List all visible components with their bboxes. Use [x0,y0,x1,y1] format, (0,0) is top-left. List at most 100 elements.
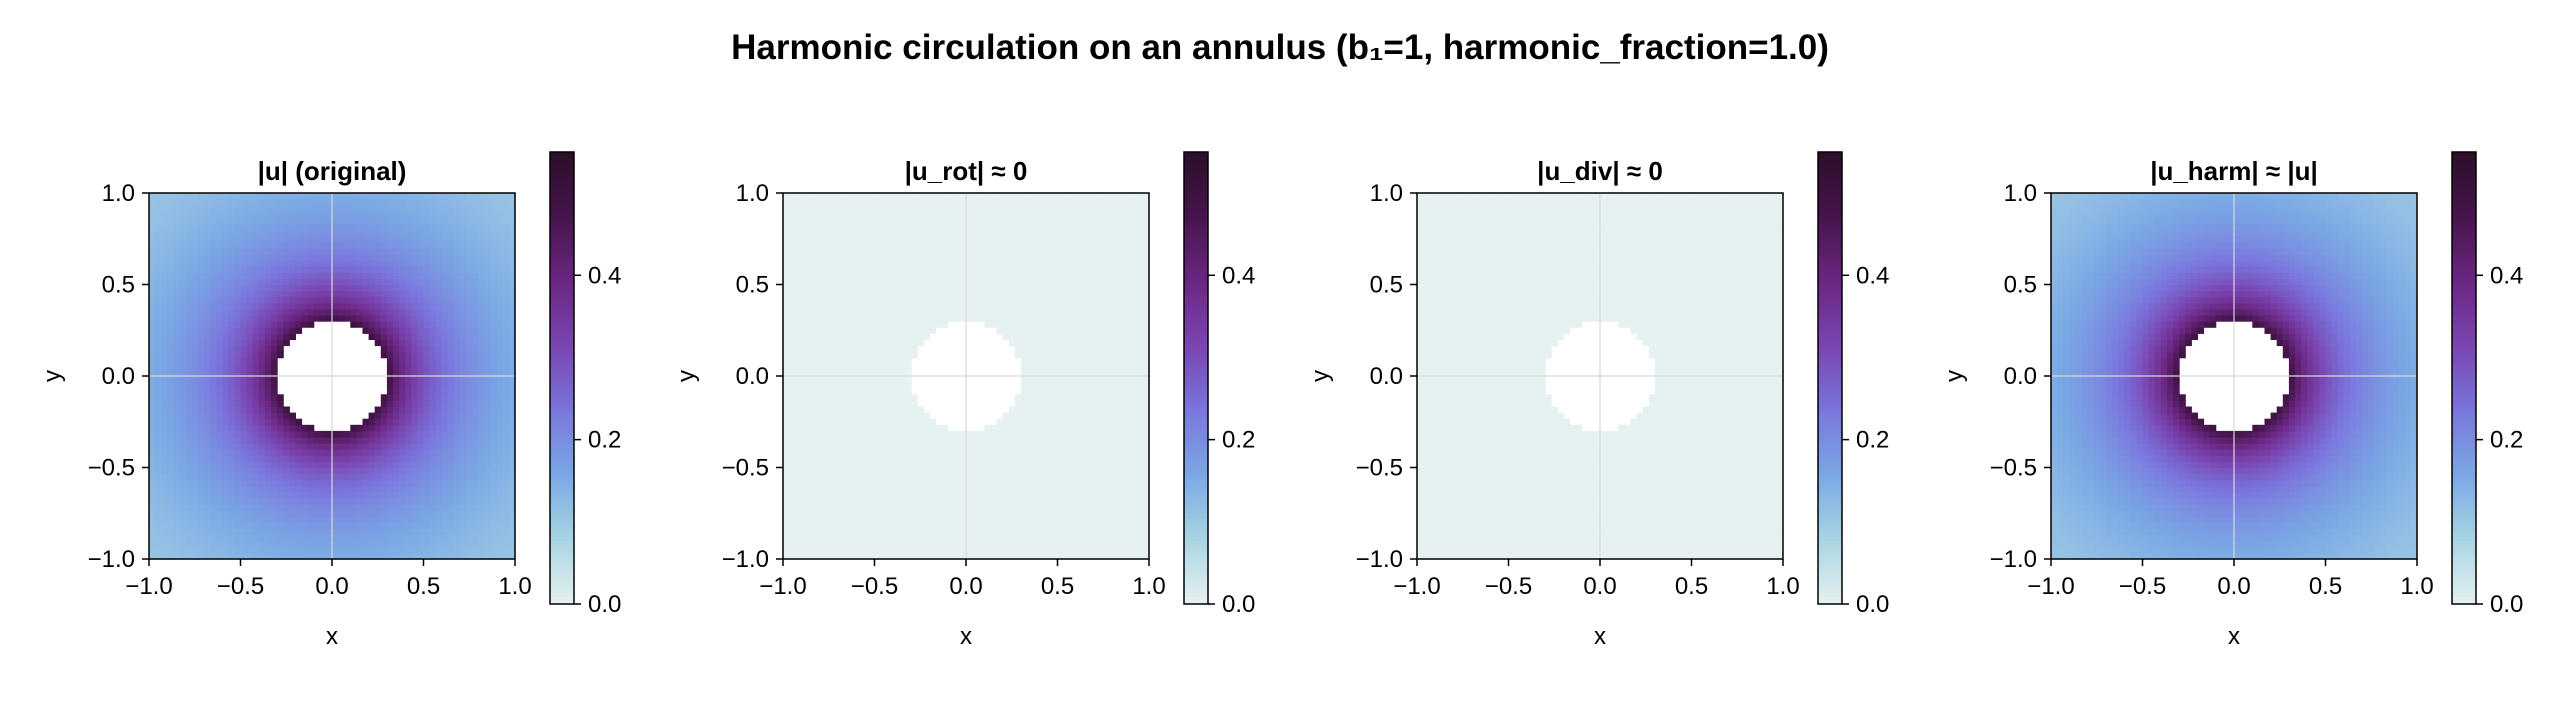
heatmap-cell [935,278,943,286]
heatmap-cell [502,437,510,444]
heatmap-cell [490,315,498,322]
heatmap-cell [338,284,345,292]
heatmap-cell [905,449,912,456]
heatmap-cell [179,516,187,523]
heatmap-cell [264,321,272,328]
heatmap-cell [386,437,394,444]
heatmap-cell [399,540,406,548]
heatmap-cell [837,516,845,523]
heatmap-cell [216,400,223,408]
heatmap-cell [874,333,882,340]
heatmap-cell [399,522,406,530]
heatmap-cell [307,455,315,462]
heatmap-cell [423,540,431,548]
heatmap-cell [295,327,303,334]
heatmap-cell [368,315,376,322]
heatmap-cell [203,430,211,438]
heatmap-cell [338,211,345,218]
heatmap-cell [179,241,187,249]
heatmap-cell [374,418,382,426]
heatmap-cell [216,205,223,212]
heatmap-cell [386,430,394,438]
heatmap-cell [819,363,827,371]
heatmap-cell [490,528,498,536]
heatmap-cell [807,504,815,511]
heatmap-cell [222,412,229,420]
heatmap-cell [819,485,827,493]
colorbar-segment [550,167,574,172]
heatmap-cell [222,443,229,450]
heatmap-cell [277,479,284,487]
heatmap-cell [929,327,937,334]
heatmap-cell [801,406,808,414]
heatmap-cell [210,254,217,261]
heatmap-cell [380,339,388,347]
heatmap-cell [923,546,930,554]
heatmap-cell [862,498,869,505]
heatmap-cell [502,315,510,322]
heatmap-cell [783,272,790,279]
heatmap-cell [484,321,492,328]
heatmap-cell [801,491,808,499]
heatmap-cell [313,430,321,438]
heatmap-cell [197,467,205,475]
heatmap-cell [307,473,315,481]
heatmap-cell [283,540,290,548]
heatmap-cell [898,522,906,530]
heatmap-cell [460,296,467,304]
heatmap-cell [325,223,333,231]
colorbar-segment [550,280,574,285]
heatmap-cell [490,400,498,408]
heatmap-cell [831,449,839,456]
heatmap-cell [490,461,498,469]
heatmap-cell [856,473,863,481]
heatmap-cell [380,461,388,469]
heatmap-cell [813,455,821,462]
heatmap-cell [856,199,863,206]
heatmap-cell [173,473,181,481]
heatmap-cell [795,211,802,218]
heatmap-cell [216,461,223,469]
heatmap-cell [825,357,833,365]
heatmap-cell [332,449,339,456]
heatmap-cell [283,272,290,279]
heatmap-cell [283,467,290,475]
heatmap-cell [399,272,406,279]
heatmap-cell [429,254,437,261]
heatmap-cell [508,388,516,395]
heatmap-cell [837,351,845,359]
heatmap-cell [155,388,162,395]
heatmap-cell [155,430,162,438]
heatmap-cell [441,430,449,438]
heatmap-cell [271,296,278,304]
heatmap-cell [386,321,394,328]
heatmap-cell [819,546,827,554]
heatmap-cell [185,205,193,212]
heatmap-cell [350,217,357,225]
heatmap-cell [795,296,802,304]
heatmap-cell [295,522,303,530]
heatmap-cell [898,534,906,542]
heatmap-cell [490,437,498,444]
heatmap-cell [929,254,937,261]
heatmap-cell [441,284,449,292]
heatmap-cell [185,534,193,542]
heatmap-cell [911,418,918,426]
heatmap-cell [929,205,937,212]
heatmap-cell [886,546,894,554]
heatmap-cell [289,467,296,475]
heatmap-cell [203,308,211,316]
heatmap-cell [862,449,869,456]
heatmap-cell [886,260,894,267]
heatmap-cell [441,278,449,286]
heatmap-cell [149,260,156,267]
heatmap-cell [399,290,406,298]
heatmap-cell [496,522,504,530]
heatmap-cell [301,260,309,267]
heatmap-cell [295,254,303,261]
heatmap-cell [789,241,796,249]
heatmap-cell [271,479,278,487]
heatmap-cell [277,412,284,420]
heatmap-cell [411,437,418,444]
heatmap-cell [917,510,924,517]
